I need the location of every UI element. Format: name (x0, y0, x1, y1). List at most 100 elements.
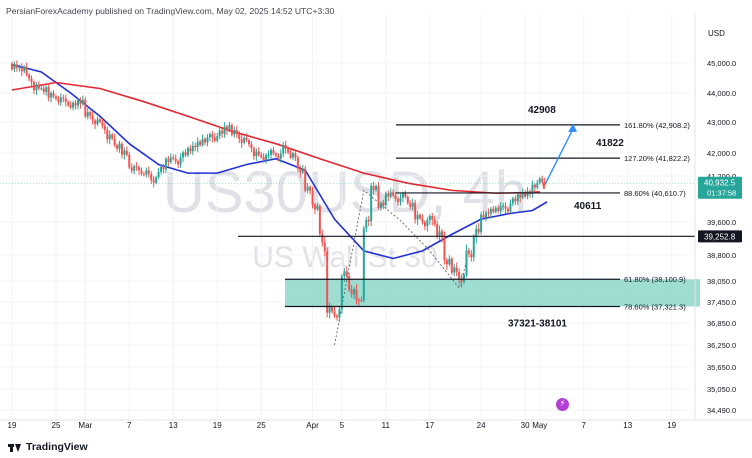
fib-level-label: 88.60% (40,610.7) (624, 189, 686, 198)
y-tick-label: 38,800.0 (707, 251, 736, 260)
candle-body (96, 119, 99, 125)
candle-body (162, 166, 165, 170)
y-tick-label: 35,050.0 (707, 385, 736, 394)
candle-body (230, 125, 233, 135)
candle-body (235, 129, 238, 134)
candle-body (323, 242, 326, 252)
candle-body (257, 151, 260, 155)
candle-body (135, 166, 138, 168)
candle-body (18, 67, 21, 69)
candle-body (441, 231, 444, 238)
lightning-icon[interactable]: ⚡ (556, 398, 569, 411)
candle-body (497, 207, 500, 211)
candle-body (223, 126, 226, 134)
tradingview-brand-label: TradingView (26, 441, 88, 453)
candle-body (152, 180, 155, 183)
candle-body (267, 154, 270, 156)
candle-body (64, 98, 67, 102)
candle-body (377, 186, 380, 208)
support-zone-label: 37321-38101 (508, 319, 567, 330)
x-tick-label: Apr (306, 421, 319, 430)
candle-body (487, 212, 490, 214)
candle-body (218, 130, 221, 137)
candle-body (404, 193, 407, 197)
x-tick-label: 25 (257, 421, 266, 430)
candle-body (401, 193, 404, 198)
candle-body (313, 204, 316, 210)
y-tick-label: 42,000.0 (707, 149, 736, 158)
candle-body (108, 134, 111, 140)
candle-body (133, 166, 136, 171)
candle-body (414, 202, 417, 220)
candle-body (243, 137, 246, 143)
y-tick-label: 34,490.0 (707, 406, 736, 415)
x-tick-label: 11 (382, 421, 391, 430)
y-tick-label: 36,250.0 (707, 341, 736, 350)
candle-body (426, 220, 429, 227)
candle-body (284, 144, 287, 149)
candle-body (186, 148, 189, 156)
candle-body (406, 196, 409, 204)
candle-body (542, 185, 545, 187)
fib-target-annotation: 40611 (574, 201, 602, 212)
fib-level-label: 127.20% (41,822.2) (624, 154, 690, 163)
candle-body (514, 198, 517, 202)
fib-level-label: 61.80% (38,100.9) (624, 275, 686, 284)
tradingview-footer[interactable]: TradingView (8, 441, 88, 453)
y-tick-label: 43,000.0 (707, 118, 736, 127)
candle-body (482, 214, 485, 218)
y-tick-label: 37,450.0 (707, 298, 736, 307)
candle-body (499, 206, 502, 211)
candle-body (392, 192, 395, 196)
candle-body (103, 125, 106, 130)
candle-body (331, 307, 334, 312)
candle-body (120, 143, 123, 155)
candle-body (169, 157, 172, 163)
candle-body (201, 139, 204, 145)
candle-body (240, 139, 243, 143)
candle-body (299, 168, 302, 173)
candle-body (348, 275, 351, 290)
x-tick-label: 7 (582, 421, 587, 430)
candle-body (470, 253, 473, 258)
candle-body (150, 173, 153, 181)
candle-body (101, 121, 104, 126)
candle-body (35, 85, 38, 91)
candle-body (477, 228, 480, 233)
x-tick-label: 17 (425, 421, 434, 430)
candle-body (536, 182, 539, 188)
wave-path (334, 189, 467, 346)
candle-body (98, 119, 101, 122)
candle-body (279, 153, 282, 159)
candle-body (177, 161, 180, 165)
candle-body (118, 143, 121, 149)
candle-body (255, 151, 258, 157)
watermark-name: US Wall St 30 (252, 241, 438, 274)
candle-body (81, 99, 84, 104)
candle-body (428, 215, 431, 221)
candle-body (355, 289, 358, 300)
candle-body (265, 154, 268, 160)
candle-body (91, 115, 94, 121)
x-tick-label: Mar (78, 421, 92, 430)
candle-body (289, 152, 292, 158)
candle-body (294, 153, 297, 158)
candle-body (443, 237, 446, 261)
candle-body (306, 186, 309, 191)
candle-body (311, 190, 314, 205)
candle-body (252, 148, 255, 157)
candle-body (32, 82, 35, 91)
y-tick-label: 41,200.0 (707, 172, 736, 181)
projection-arrow[interactable] (544, 128, 574, 185)
candle-body (157, 171, 160, 178)
candle-body (333, 311, 336, 316)
candle-body (287, 148, 290, 153)
candle-body (106, 129, 109, 140)
candle-body (179, 157, 182, 165)
x-tick-label: 7 (127, 421, 132, 430)
candle-body (304, 168, 307, 191)
candle-body (216, 136, 219, 141)
candle-body (367, 219, 370, 222)
candle-body (450, 258, 453, 273)
